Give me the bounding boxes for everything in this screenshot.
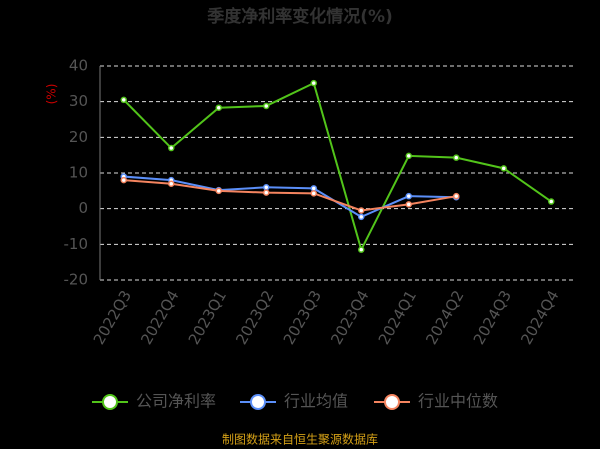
data-point: [358, 213, 365, 221]
data-point: [263, 184, 270, 191]
legend-marker: [384, 394, 400, 410]
source-note: 制图数据来自恒生聚源数据库: [222, 432, 378, 447]
data-point: [358, 246, 365, 253]
y-tick-label: 0: [78, 199, 88, 217]
data-point: [120, 96, 127, 104]
x-tick-label: 2022Q4: [137, 287, 182, 348]
data-point: [453, 154, 460, 161]
x-tick-label: 2024Q1: [375, 287, 420, 348]
data-point: [405, 192, 412, 200]
data-point: [405, 152, 412, 160]
x-tick-label: 2023Q3: [280, 287, 325, 348]
data-point: [215, 187, 222, 195]
y-axis-label: (%): [45, 84, 59, 105]
x-tick-label: 2023Q1: [185, 287, 230, 348]
legend-label: 行业中位数: [418, 392, 498, 411]
x-tick-label: 2023Q4: [327, 287, 372, 348]
y-tick-label: -20: [64, 271, 89, 289]
y-tick-label: -10: [64, 235, 89, 253]
legend-label: 行业均值: [284, 392, 348, 411]
legend-marker: [250, 394, 266, 410]
series-line: [123, 81, 552, 253]
data-point: [548, 198, 555, 205]
data-point: [453, 192, 460, 200]
y-tick-label: 20: [69, 128, 88, 146]
data-point: [500, 165, 507, 172]
data-point: [310, 190, 317, 197]
x-tick-label: 2024Q4: [517, 287, 562, 348]
data-point: [215, 104, 222, 111]
x-tick-label: 2022Q3: [90, 287, 135, 348]
data-point: [310, 79, 317, 87]
data-point: [168, 144, 175, 152]
data-point: [168, 180, 175, 187]
data-point: [263, 102, 270, 110]
legend-marker: [102, 394, 118, 410]
series-line: [123, 179, 457, 212]
x-tick-label: 2023Q2: [232, 287, 277, 348]
x-tick-label: 2024Q3: [470, 287, 515, 348]
y-tick-label: 30: [69, 92, 88, 110]
data-point: [358, 207, 365, 214]
data-point: [405, 201, 412, 208]
series-line: [123, 175, 457, 218]
legend-label: 公司净利率: [136, 392, 216, 411]
y-tick-label: 10: [69, 164, 88, 182]
x-tick-label: 2024Q2: [422, 287, 467, 348]
y-tick-label: 40: [69, 57, 88, 75]
chart-title: 季度净利率变化情况(%): [207, 6, 393, 27]
data-point: [120, 176, 127, 184]
data-point: [263, 189, 270, 196]
